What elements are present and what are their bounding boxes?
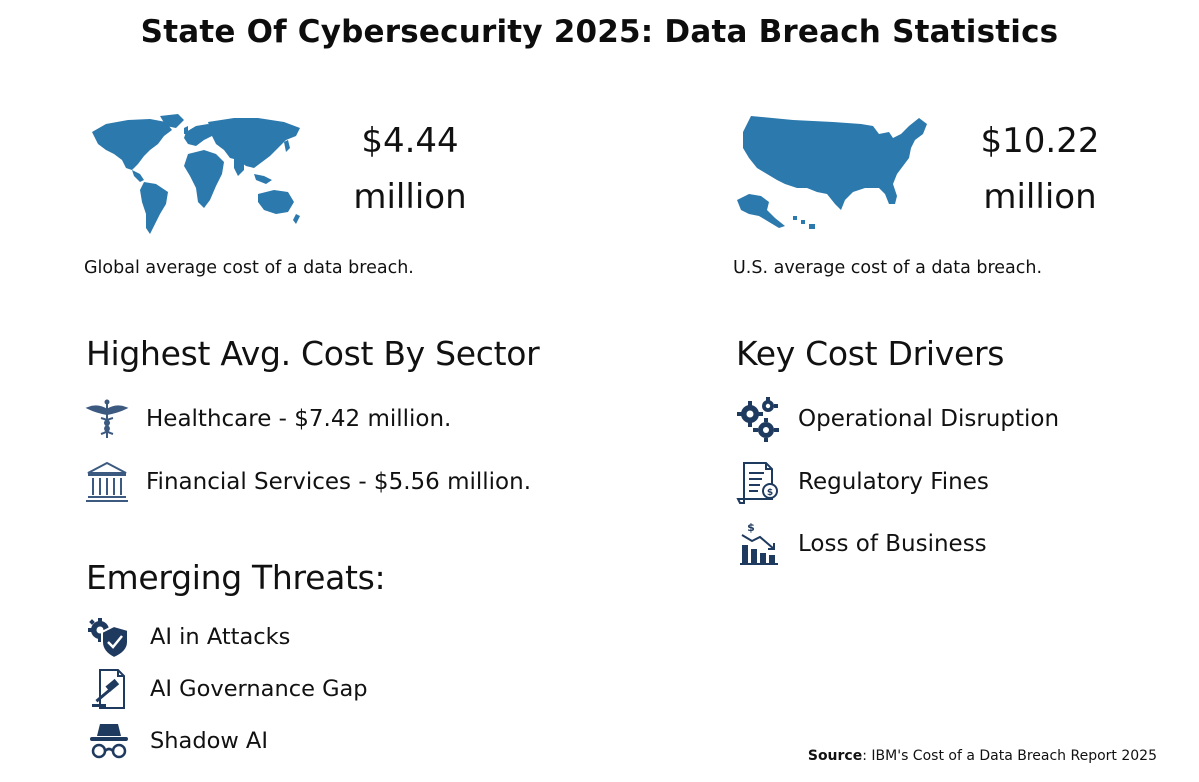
- source-note: Source: IBM's Cost of a Data Breach Repo…: [808, 748, 1157, 764]
- threat-item-label: AI in Attacks: [150, 624, 291, 650]
- world-map-icon: [92, 114, 300, 234]
- sector-item-label: Financial Services - $5.56 million.: [146, 469, 532, 495]
- sector-item-label: Healthcare - $7.42 million.: [146, 406, 452, 432]
- threat-item-shadow-ai: Shadow AI: [86, 718, 268, 764]
- gears-icon: [737, 397, 779, 442]
- fine-document-icon: $: [736, 462, 778, 504]
- global-cost-amount: $4.44: [361, 121, 459, 161]
- source-prefix: Source: [807, 748, 863, 764]
- sector-item-healthcare: Healthcare - $7.42 million.: [84, 396, 451, 442]
- source-text: : IBM's Cost of a Data Breach Report 202…: [862, 748, 1157, 764]
- shield-gear-icon: [88, 618, 129, 660]
- threat-item-ai-attacks: AI in Attacks: [86, 614, 290, 660]
- gavel-document-icon: [92, 669, 125, 709]
- global-cost-caption: Global average cost of a data breach.: [84, 258, 414, 278]
- global-cost-unit: million: [353, 177, 467, 217]
- spy-icon: [90, 724, 128, 759]
- drivers-heading: Key Cost Drivers: [736, 334, 1005, 373]
- threat-item-label: AI Governance Gap: [150, 676, 368, 702]
- threats-heading: Emerging Threats:: [86, 558, 386, 597]
- threat-item-ai-governance: AI Governance Gap: [86, 666, 368, 712]
- sector-heading: Highest Avg. Cost By Sector: [86, 334, 540, 373]
- driver-item-label: Operational Disruption: [798, 406, 1060, 432]
- svg-text:$: $: [767, 488, 773, 498]
- page-title: State Of Cybersecurity 2025: Data Breach…: [140, 14, 1059, 50]
- driver-item-operational: Operational Disruption: [736, 396, 1059, 442]
- threat-item-label: Shadow AI: [150, 728, 268, 754]
- global-cost-value: $4.44 million: [320, 113, 500, 225]
- svg-text:$: $: [747, 521, 755, 534]
- driver-item-loss: $ Loss of Business: [736, 521, 987, 567]
- driver-item-label: Regulatory Fines: [798, 469, 989, 495]
- bank-icon: [86, 461, 128, 502]
- us-map-icon: [737, 116, 927, 229]
- driver-item-label: Loss of Business: [798, 531, 987, 557]
- us-cost-unit: million: [983, 177, 1097, 217]
- declining-chart-icon: $: [740, 521, 778, 565]
- us-cost-value: $10.22 million: [950, 113, 1130, 225]
- sector-item-financial: Financial Services - $5.56 million.: [84, 459, 531, 505]
- driver-item-regulatory: $ Regulatory Fines: [736, 459, 989, 505]
- us-cost-caption: U.S. average cost of a data breach.: [733, 258, 1043, 278]
- us-cost-amount: $10.22: [980, 121, 1100, 161]
- caduceus-icon: [85, 399, 129, 438]
